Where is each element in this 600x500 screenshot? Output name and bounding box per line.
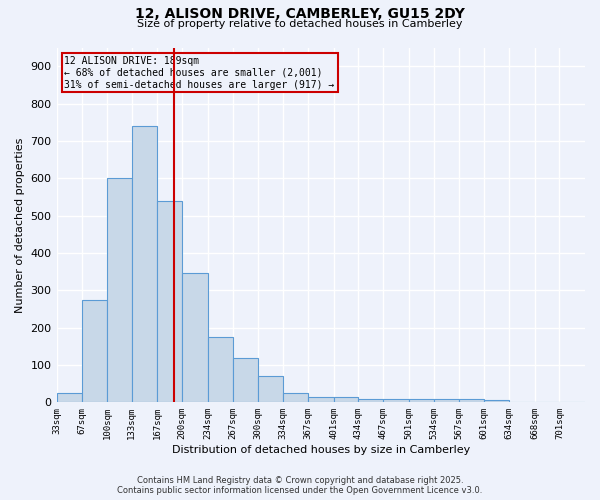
Text: 12, ALISON DRIVE, CAMBERLEY, GU15 2DY: 12, ALISON DRIVE, CAMBERLEY, GU15 2DY (135, 8, 465, 22)
Bar (358, 398, 383, 402)
Bar (383, 398, 409, 402)
Bar (182, 274, 208, 402)
Y-axis label: Number of detached properties: Number of detached properties (15, 137, 25, 312)
Bar (458, 398, 484, 402)
Bar (233, 358, 257, 403)
Bar (434, 398, 458, 402)
Bar (56, 393, 82, 402)
Text: Size of property relative to detached houses in Camberley: Size of property relative to detached ho… (137, 19, 463, 29)
Bar (132, 126, 157, 402)
Text: Contains HM Land Registry data © Crown copyright and database right 2025.
Contai: Contains HM Land Registry data © Crown c… (118, 476, 482, 495)
Bar (484, 400, 509, 402)
Bar (107, 178, 132, 402)
Bar (257, 376, 283, 402)
X-axis label: Distribution of detached houses by size in Camberley: Distribution of detached houses by size … (172, 445, 470, 455)
Bar (308, 396, 334, 402)
Bar (208, 337, 233, 402)
Bar (334, 396, 358, 402)
Bar (82, 300, 107, 403)
Bar (283, 393, 308, 402)
Bar (409, 398, 434, 402)
Bar (157, 200, 182, 402)
Text: 12 ALISON DRIVE: 189sqm
← 68% of detached houses are smaller (2,001)
31% of semi: 12 ALISON DRIVE: 189sqm ← 68% of detache… (64, 56, 335, 90)
